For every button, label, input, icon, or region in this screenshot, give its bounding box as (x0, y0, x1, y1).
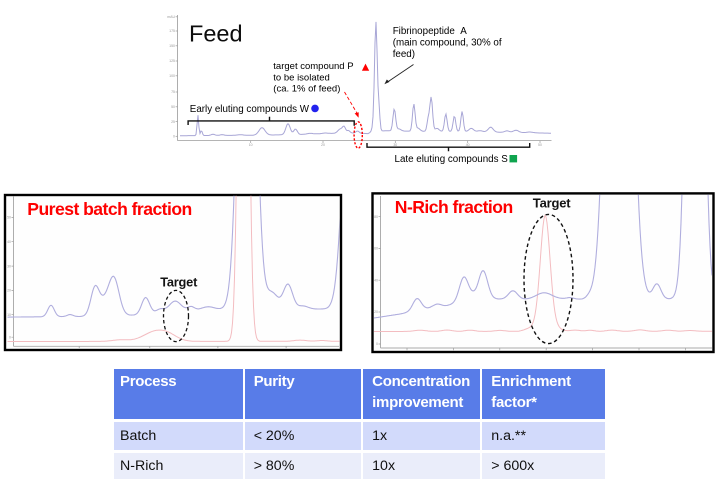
svg-text:25: 25 (171, 120, 175, 124)
svg-text:30: 30 (393, 143, 397, 147)
svg-text:100: 100 (169, 74, 175, 78)
svg-text:50: 50 (538, 143, 542, 147)
svg-text:50: 50 (7, 216, 11, 220)
svg-text:80: 80 (374, 215, 378, 219)
svg-text:35: 35 (683, 350, 687, 354)
svg-text:15: 15 (498, 350, 502, 354)
svg-text:175: 175 (169, 29, 175, 33)
svg-text:0: 0 (173, 135, 175, 139)
svg-text:75: 75 (171, 90, 175, 94)
svg-text:50: 50 (171, 105, 175, 109)
svg-text:40: 40 (374, 278, 378, 282)
svg-text:20: 20 (7, 289, 11, 293)
svg-text:150: 150 (169, 44, 175, 48)
svg-text:Target: Target (533, 196, 571, 211)
svg-text:40: 40 (466, 143, 470, 147)
svg-text:target compound P: target compound P (273, 61, 353, 72)
svg-text:Fibrinopeptide A: Fibrinopeptide A (393, 26, 468, 37)
svg-text:N-Rich fraction: N-Rich fraction (395, 197, 513, 217)
svg-text:20: 20 (374, 310, 378, 314)
svg-text:30: 30 (7, 264, 11, 268)
svg-text:30: 30 (637, 350, 641, 354)
svg-text:0: 0 (9, 335, 11, 339)
svg-text:20: 20 (544, 350, 548, 354)
svg-text:Target: Target (160, 275, 198, 290)
svg-text:mAU: mAU (167, 15, 175, 19)
svg-text:feed): feed) (393, 49, 415, 60)
svg-text:10: 10 (7, 313, 11, 317)
svg-text:Late eluting compounds S: Late eluting compounds S (395, 154, 509, 165)
svg-text:Purest batch fraction: Purest batch fraction (27, 199, 191, 219)
svg-text:125: 125 (169, 59, 175, 63)
svg-text:10: 10 (249, 143, 253, 147)
svg-text:Early eluting compounds W: Early eluting compounds W (190, 104, 310, 115)
svg-text:60: 60 (374, 247, 378, 251)
svg-text:(ca. 1% of feed): (ca. 1% of feed) (273, 84, 340, 95)
svg-text:(main compound, 30% of: (main compound, 30% of (393, 38, 502, 49)
svg-text:20: 20 (321, 143, 325, 147)
svg-text:to be isolated: to be isolated (273, 72, 330, 83)
svg-text:40: 40 (7, 240, 11, 244)
svg-text:5: 5 (406, 350, 408, 354)
svg-text:0: 0 (376, 342, 378, 346)
svg-text:10: 10 (451, 350, 455, 354)
svg-text:Feed: Feed (189, 21, 243, 47)
svg-text:25: 25 (591, 350, 595, 354)
